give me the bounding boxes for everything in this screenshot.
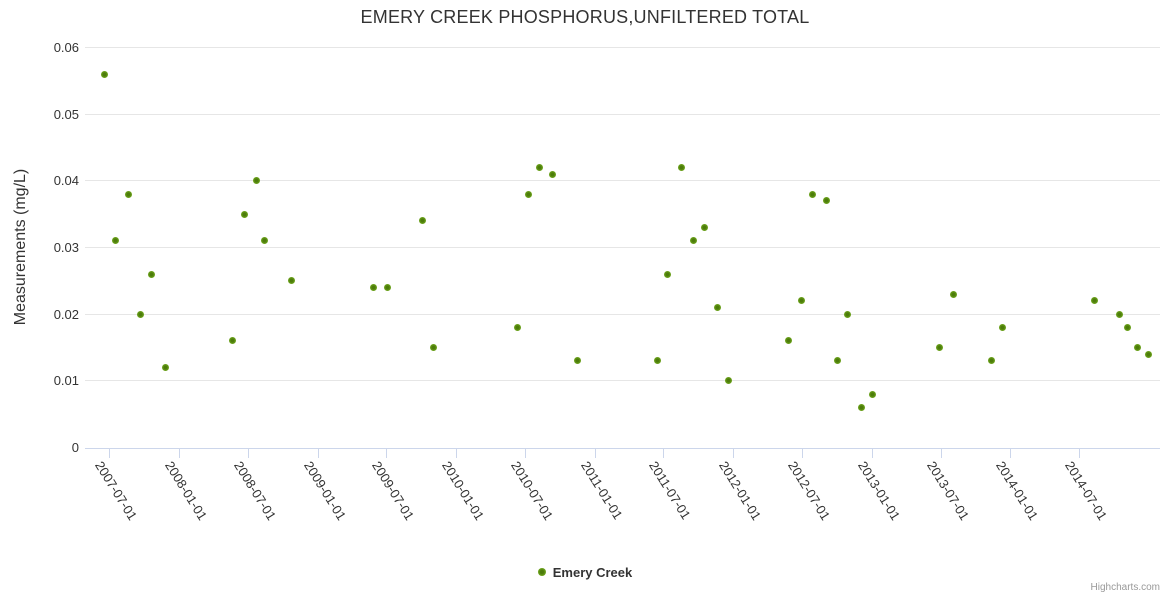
data-point[interactable] [678, 164, 685, 171]
x-tick-label: 2010-01-01 [439, 457, 488, 523]
data-point[interactable] [822, 197, 830, 205]
data-point[interactable] [1123, 324, 1131, 331]
x-tick-label: 2008-01-01 [161, 457, 210, 523]
data-point[interactable] [383, 284, 391, 291]
x-tick-mark [247, 448, 249, 458]
data-point[interactable] [548, 170, 556, 178]
data-point[interactable] [288, 277, 296, 285]
data-point[interactable] [574, 357, 582, 365]
data-point[interactable] [112, 237, 120, 245]
data-point[interactable] [843, 310, 851, 318]
data-point[interactable] [701, 224, 709, 231]
data-point[interactable] [253, 177, 261, 185]
data-point[interactable] [999, 324, 1007, 331]
data-point[interactable] [418, 217, 426, 225]
y-gridline [85, 313, 1160, 315]
data-point[interactable] [663, 270, 671, 278]
y-tick-label: 0.06 [53, 40, 79, 55]
x-tick-mark [1079, 448, 1081, 458]
y-tick-label: 0.03 [53, 240, 79, 255]
x-tick-mark [594, 448, 596, 458]
x-tick-label: 2013-01-01 [855, 457, 904, 523]
data-point[interactable] [936, 344, 944, 351]
data-point[interactable] [228, 337, 236, 345]
data-point[interactable] [797, 297, 805, 305]
x-tick-mark [802, 448, 804, 458]
x-tick-mark [871, 448, 873, 458]
data-point[interactable] [654, 357, 662, 365]
x-tick-label: 2009-01-01 [300, 457, 349, 523]
data-point[interactable] [137, 310, 145, 318]
y-tick-label: 0 [71, 440, 79, 455]
x-tick-mark [1010, 448, 1012, 458]
data-point[interactable] [147, 270, 155, 278]
data-point[interactable] [525, 190, 533, 198]
data-point[interactable] [714, 304, 722, 311]
x-tick-mark [456, 448, 458, 458]
data-point[interactable] [1090, 297, 1098, 305]
x-tick-label: 2011-07-01 [646, 457, 694, 522]
x-tick-label: 2014-01-01 [993, 457, 1042, 523]
y-gridline [85, 113, 1160, 115]
data-point[interactable] [241, 210, 249, 218]
x-tick-label: 2009-07-01 [369, 457, 418, 523]
x-tick-mark [317, 448, 319, 458]
y-tick-label: 0.04 [53, 173, 79, 189]
data-point[interactable] [261, 237, 269, 245]
data-point[interactable] [868, 390, 876, 398]
data-point[interactable] [950, 290, 958, 298]
x-tick-label: 2007-07-01 [92, 457, 140, 523]
x-tick-label: 2013-07-01 [923, 457, 972, 523]
x-tick-mark [386, 448, 388, 458]
data-point[interactable] [1133, 344, 1141, 351]
x-tick-mark [663, 448, 665, 458]
data-point[interactable] [161, 364, 169, 371]
y-tick-label: 0.05 [53, 106, 79, 122]
data-point[interactable] [1115, 310, 1123, 318]
legend-marker-icon [537, 568, 546, 576]
x-tick-label: 2008-07-01 [230, 457, 279, 523]
x-tick-label: 2014-07-01 [1062, 457, 1111, 523]
data-point[interactable] [369, 284, 377, 291]
data-point[interactable] [808, 190, 816, 198]
data-point[interactable] [1144, 350, 1152, 358]
data-point[interactable] [833, 357, 841, 365]
data-point[interactable] [988, 357, 996, 365]
x-axis-line [85, 447, 1160, 449]
y-gridline [85, 180, 1160, 182]
x-tick-mark [524, 448, 526, 458]
highcharts-credit-link[interactable]: Highcharts.com [1090, 582, 1160, 593]
x-tick-mark [940, 448, 942, 458]
chart-title: EMERY CREEK PHOSPHORUS,UNFILTERED TOTAL [360, 7, 810, 27]
y-gridline [85, 47, 1160, 48]
data-point[interactable] [429, 344, 437, 351]
x-tick-mark [733, 448, 735, 458]
y-tick-label: 0.02 [53, 306, 79, 322]
x-tick-label: 2012-07-01 [785, 457, 834, 523]
data-point[interactable] [725, 377, 733, 385]
data-point[interactable] [514, 324, 522, 331]
x-tick-mark [178, 448, 180, 458]
x-tick-label: 2011-01-01 [577, 457, 626, 522]
legend-item-emery-creek[interactable]: Emery Creek [0, 563, 1170, 581]
data-point[interactable] [785, 337, 792, 345]
data-point[interactable] [857, 404, 865, 411]
data-point[interactable] [536, 164, 544, 171]
x-tick-label: 2010-07-01 [507, 457, 556, 523]
legend-label: Emery Creek [552, 564, 633, 580]
y-gridline [85, 247, 1160, 248]
x-tick-label: 2012-01-01 [716, 457, 765, 523]
y-gridline [85, 380, 1160, 382]
data-point[interactable] [101, 70, 109, 78]
data-point[interactable] [690, 237, 698, 245]
data-point[interactable] [125, 190, 133, 198]
y-tick-label: 0.01 [53, 373, 79, 389]
x-tick-mark [108, 448, 110, 458]
